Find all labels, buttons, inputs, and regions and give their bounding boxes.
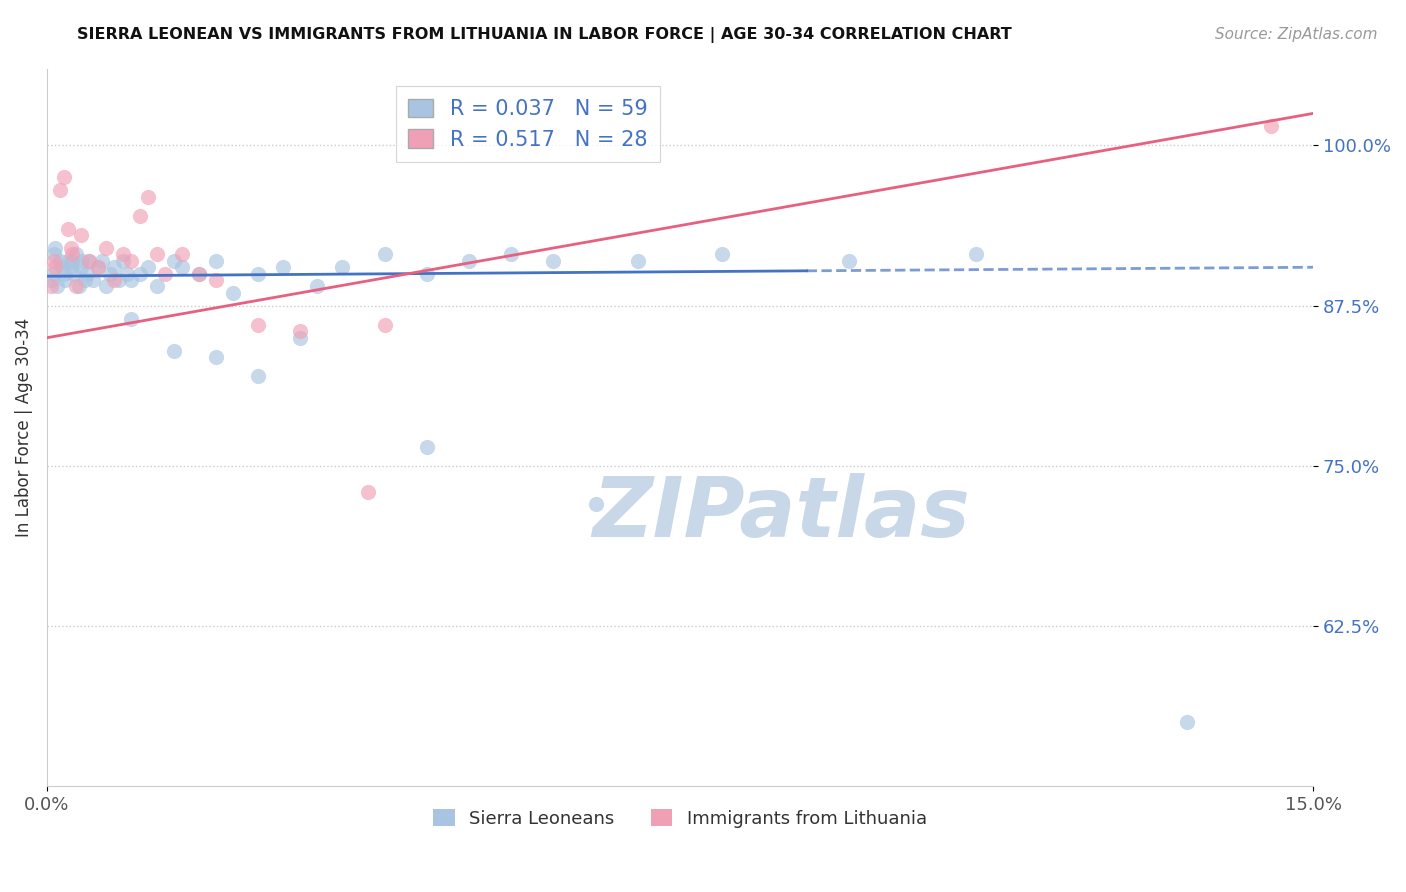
Point bbox=[48, 183, 70, 197]
Point bbox=[458, 253, 481, 268]
Point bbox=[204, 350, 226, 364]
Point bbox=[187, 267, 209, 281]
Point bbox=[39, 279, 62, 293]
Point bbox=[107, 273, 129, 287]
Point bbox=[67, 279, 90, 293]
Point bbox=[111, 253, 134, 268]
Point bbox=[86, 260, 108, 275]
Point bbox=[46, 279, 69, 293]
Point bbox=[59, 260, 82, 275]
Point bbox=[501, 247, 523, 261]
Point bbox=[51, 260, 73, 275]
Point bbox=[42, 247, 65, 261]
Point bbox=[60, 247, 83, 261]
Point bbox=[60, 253, 83, 268]
Point bbox=[42, 253, 65, 268]
Point bbox=[271, 260, 294, 275]
Point bbox=[72, 253, 94, 268]
Point bbox=[965, 247, 987, 261]
Point bbox=[90, 253, 112, 268]
Point bbox=[77, 253, 100, 268]
Point bbox=[69, 260, 91, 275]
Point bbox=[136, 260, 159, 275]
Point bbox=[77, 253, 100, 268]
Point bbox=[374, 247, 396, 261]
Point bbox=[103, 273, 125, 287]
Point bbox=[145, 247, 167, 261]
Point bbox=[128, 209, 150, 223]
Point bbox=[187, 267, 209, 281]
Point bbox=[288, 324, 311, 338]
Point bbox=[246, 369, 269, 384]
Point bbox=[76, 267, 98, 281]
Point bbox=[86, 260, 108, 275]
Point bbox=[65, 279, 87, 293]
Point bbox=[153, 267, 176, 281]
Point bbox=[98, 267, 121, 281]
Point bbox=[39, 273, 62, 287]
Point bbox=[162, 343, 184, 358]
Y-axis label: In Labor Force | Age 30-34: In Labor Force | Age 30-34 bbox=[15, 318, 32, 537]
Point bbox=[115, 267, 138, 281]
Point bbox=[627, 253, 650, 268]
Point bbox=[204, 273, 226, 287]
Point bbox=[305, 279, 328, 293]
Point bbox=[63, 267, 86, 281]
Point bbox=[416, 267, 439, 281]
Point bbox=[44, 260, 66, 275]
Point bbox=[120, 311, 142, 326]
Point bbox=[204, 253, 226, 268]
Point bbox=[55, 273, 77, 287]
Point bbox=[42, 267, 65, 281]
Text: Source: ZipAtlas.com: Source: ZipAtlas.com bbox=[1215, 27, 1378, 42]
Point bbox=[65, 247, 87, 261]
Text: SIERRA LEONEAN VS IMMIGRANTS FROM LITHUANIA IN LABOR FORCE | AGE 30-34 CORRELATI: SIERRA LEONEAN VS IMMIGRANTS FROM LITHUA… bbox=[77, 27, 1012, 43]
Point bbox=[120, 273, 142, 287]
Point bbox=[128, 267, 150, 281]
Point bbox=[357, 484, 380, 499]
Point bbox=[1260, 119, 1282, 133]
Point bbox=[332, 260, 354, 275]
Point bbox=[103, 260, 125, 275]
Point bbox=[543, 253, 565, 268]
Point bbox=[59, 241, 82, 255]
Point bbox=[416, 440, 439, 454]
Point bbox=[170, 260, 193, 275]
Point bbox=[288, 331, 311, 345]
Point bbox=[120, 253, 142, 268]
Point bbox=[246, 267, 269, 281]
Point bbox=[170, 247, 193, 261]
Point bbox=[374, 318, 396, 332]
Point bbox=[145, 279, 167, 293]
Point bbox=[82, 273, 104, 287]
Point bbox=[69, 228, 91, 243]
Point bbox=[48, 253, 70, 268]
Point bbox=[44, 241, 66, 255]
Point bbox=[711, 247, 734, 261]
Point bbox=[111, 247, 134, 261]
Point bbox=[221, 285, 243, 300]
Text: ZIPatlas: ZIPatlas bbox=[592, 473, 970, 554]
Point bbox=[56, 253, 79, 268]
Point bbox=[73, 273, 96, 287]
Point bbox=[94, 241, 117, 255]
Point bbox=[246, 318, 269, 332]
Point bbox=[162, 253, 184, 268]
Point bbox=[1175, 715, 1198, 730]
Legend: Sierra Leoneans, Immigrants from Lithuania: Sierra Leoneans, Immigrants from Lithuan… bbox=[426, 802, 934, 835]
Point bbox=[94, 279, 117, 293]
Point bbox=[52, 170, 75, 185]
Point bbox=[585, 497, 607, 511]
Point bbox=[136, 190, 159, 204]
Point bbox=[56, 221, 79, 235]
Point bbox=[52, 267, 75, 281]
Point bbox=[838, 253, 860, 268]
